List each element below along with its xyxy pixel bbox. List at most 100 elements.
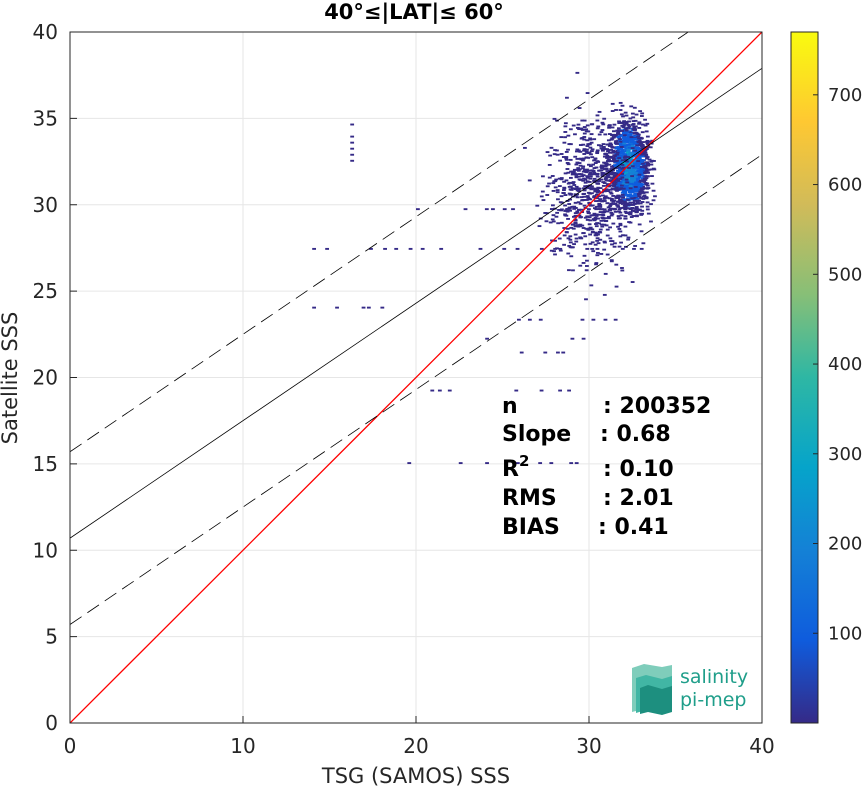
density-cell bbox=[565, 227, 570, 230]
density-cell bbox=[626, 236, 631, 239]
density-cell bbox=[576, 169, 581, 172]
density-cell bbox=[515, 247, 520, 250]
density-cell bbox=[620, 269, 625, 272]
density-cell bbox=[447, 389, 452, 392]
density-cell bbox=[573, 233, 578, 236]
density-cell bbox=[638, 197, 643, 199]
density-cell bbox=[623, 201, 627, 203]
density-cell bbox=[622, 134, 627, 137]
density-cell bbox=[589, 187, 594, 190]
density-cell bbox=[416, 208, 420, 211]
y-tick-label: 35 bbox=[33, 106, 58, 130]
stat-label-slope: Slope bbox=[502, 422, 571, 447]
density-cell bbox=[624, 137, 629, 140]
density-cell bbox=[611, 156, 615, 159]
density-cell bbox=[609, 170, 613, 173]
y-tick-label: 10 bbox=[33, 538, 58, 562]
density-cell bbox=[605, 253, 610, 256]
density-cell bbox=[623, 202, 628, 205]
density-cell bbox=[602, 190, 607, 193]
density-cell bbox=[617, 166, 622, 169]
density-cell bbox=[642, 180, 647, 183]
density-cell bbox=[553, 253, 557, 256]
density-cell bbox=[587, 208, 591, 211]
density-cell bbox=[361, 306, 366, 309]
density-cell bbox=[582, 195, 587, 198]
density-cell bbox=[622, 142, 627, 145]
density-cell bbox=[350, 147, 355, 150]
density-cell bbox=[563, 204, 567, 207]
density-cell bbox=[619, 241, 623, 244]
density-cell bbox=[639, 171, 643, 174]
density-cell bbox=[380, 306, 385, 309]
density-cell bbox=[633, 136, 638, 139]
density-cell bbox=[590, 150, 594, 153]
density-cell bbox=[610, 110, 615, 112]
density-cell bbox=[539, 389, 544, 392]
density-cell bbox=[573, 215, 577, 218]
density-cell bbox=[584, 170, 589, 173]
density-cell bbox=[594, 213, 599, 216]
density-cell bbox=[619, 142, 624, 145]
density-cell bbox=[563, 125, 568, 128]
density-cell bbox=[592, 167, 597, 170]
density-cell bbox=[312, 247, 317, 250]
density-cell bbox=[567, 209, 572, 212]
density-cell bbox=[618, 169, 623, 172]
density-cell bbox=[620, 163, 625, 166]
density-cell bbox=[607, 151, 612, 154]
density-cell bbox=[626, 187, 631, 190]
density-cell bbox=[649, 163, 654, 166]
density-cell bbox=[582, 177, 586, 180]
density-cell bbox=[628, 182, 633, 185]
density-cell bbox=[590, 156, 595, 159]
density-cell bbox=[620, 176, 625, 179]
density-cell bbox=[625, 207, 630, 210]
density-cell bbox=[624, 121, 629, 123]
density-cell bbox=[567, 203, 572, 205]
density-cell bbox=[623, 210, 628, 213]
density-cell bbox=[636, 157, 641, 160]
density-cell bbox=[552, 117, 557, 120]
density-cell bbox=[633, 119, 638, 122]
density-cell bbox=[575, 210, 580, 213]
density-cell bbox=[569, 226, 574, 229]
density-cell bbox=[562, 243, 567, 246]
density-cell bbox=[645, 157, 649, 160]
density-cell bbox=[614, 147, 619, 150]
density-cell bbox=[595, 247, 600, 250]
density-cell bbox=[632, 141, 637, 144]
density-cell bbox=[612, 199, 617, 202]
density-cell bbox=[566, 134, 571, 137]
density-cell bbox=[593, 187, 598, 190]
density-cell bbox=[629, 136, 634, 139]
density-cell bbox=[628, 157, 633, 160]
density-cell bbox=[350, 153, 355, 156]
density-cell bbox=[597, 195, 602, 198]
density-cell bbox=[599, 164, 604, 167]
density-cell bbox=[539, 247, 544, 250]
density-cell bbox=[580, 175, 585, 178]
density-cell bbox=[633, 162, 638, 165]
density-cell bbox=[601, 181, 606, 184]
density-cell bbox=[585, 218, 590, 221]
density-cell bbox=[611, 222, 616, 225]
density-cell bbox=[604, 188, 609, 191]
density-cell bbox=[633, 149, 637, 152]
stats-panel: n : 200352 Slope : 0.68 R2 : 0.10 RMS : … bbox=[502, 394, 711, 540]
line-identity bbox=[70, 32, 762, 723]
y-tick-label: 20 bbox=[33, 366, 58, 390]
density-cell bbox=[570, 187, 575, 190]
density-cell bbox=[592, 212, 597, 215]
density-cell bbox=[491, 208, 495, 211]
density-cell bbox=[563, 136, 567, 139]
density-cell bbox=[610, 160, 615, 163]
density-cell bbox=[639, 188, 644, 191]
density-cell bbox=[588, 204, 593, 207]
line-regression_lower bbox=[70, 154, 762, 625]
density-cell bbox=[617, 122, 622, 125]
density-cell bbox=[640, 155, 645, 158]
density-cell bbox=[614, 109, 618, 111]
density-cell bbox=[350, 123, 355, 126]
density-cell bbox=[600, 121, 605, 124]
